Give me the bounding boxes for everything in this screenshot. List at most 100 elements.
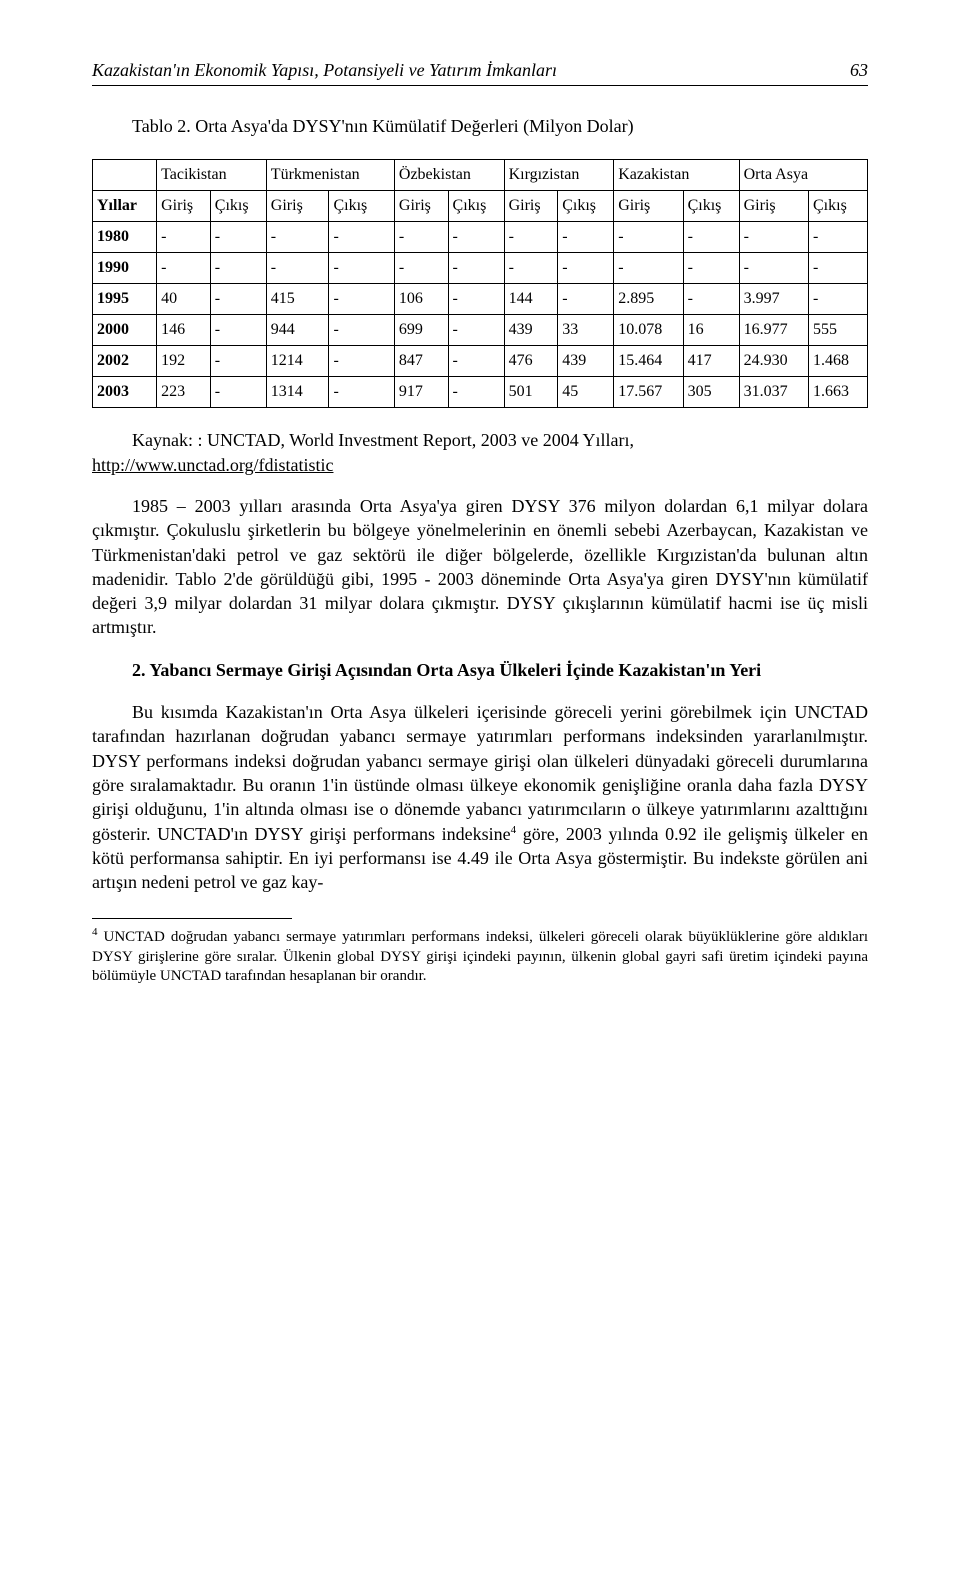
data-cell: - (210, 284, 266, 315)
data-cell: - (809, 222, 868, 253)
table-row: 1990------------ (93, 253, 868, 284)
data-cell: 40 (157, 284, 211, 315)
section-title-text: 2. Yabancı Sermaye Girişi Açısından Orta… (132, 660, 761, 680)
paragraph-2: Bu kısımda Kazakistan'ın Orta Asya ülkel… (92, 700, 868, 894)
data-cell: 10.078 (614, 315, 683, 346)
data-cell: - (504, 222, 558, 253)
data-table: Tacikistan Türkmenistan Özbekistan Kırgı… (92, 159, 868, 408)
footnote-body: UNCTAD doğrudan yabancı sermaye yatırıml… (92, 929, 868, 984)
data-cell: 699 (394, 315, 448, 346)
subhead: Giriş (739, 191, 808, 222)
data-cell: - (329, 253, 394, 284)
subhead: Çıkış (329, 191, 394, 222)
data-cell: - (448, 377, 504, 408)
year-cell: 1980 (93, 222, 157, 253)
data-cell: - (448, 284, 504, 315)
data-cell: - (394, 253, 448, 284)
year-cell: 2000 (93, 315, 157, 346)
data-cell: 439 (558, 346, 614, 377)
data-cell: 33 (558, 315, 614, 346)
source-url: http://www.unctad.org/fdistatistic (92, 455, 868, 476)
table-row: 2002192-1214-847-47643915.46441724.9301.… (93, 346, 868, 377)
data-cell: 1.468 (809, 346, 868, 377)
subhead: Çıkış (210, 191, 266, 222)
source-line: Kaynak: : UNCTAD, World Investment Repor… (92, 430, 868, 451)
data-cell: - (614, 222, 683, 253)
para2-part-a: Bu kısımda Kazakistan'ın Orta Asya ülkel… (92, 702, 868, 843)
data-cell: - (266, 253, 329, 284)
data-cell: 192 (157, 346, 211, 377)
data-cell: 31.037 (739, 377, 808, 408)
table-row: 199540-415-106-144-2.895-3.997- (93, 284, 868, 315)
paragraph-1: 1985 – 2003 yılları arasında Orta Asya'y… (92, 494, 868, 640)
data-cell: 1314 (266, 377, 329, 408)
data-cell: 17.567 (614, 377, 683, 408)
year-cell: 2003 (93, 377, 157, 408)
subhead: Giriş (157, 191, 211, 222)
data-cell: - (683, 222, 739, 253)
data-cell: - (504, 253, 558, 284)
data-cell: - (210, 346, 266, 377)
data-cell: - (683, 253, 739, 284)
data-cell: 501 (504, 377, 558, 408)
data-cell: - (394, 222, 448, 253)
footnote-rule (92, 918, 292, 919)
data-cell: 305 (683, 377, 739, 408)
table-row: 1980------------ (93, 222, 868, 253)
data-cell: - (614, 253, 683, 284)
table-country-row: Tacikistan Türkmenistan Özbekistan Kırgı… (93, 160, 868, 191)
table-caption: Tablo 2. Orta Asya'da DYSY'nın Kümülatif… (92, 116, 868, 137)
data-cell: - (157, 253, 211, 284)
data-cell: - (266, 222, 329, 253)
col-country: Orta Asya (739, 160, 867, 191)
data-cell: 439 (504, 315, 558, 346)
col-country: Kırgızistan (504, 160, 614, 191)
data-cell: - (683, 284, 739, 315)
data-cell: 847 (394, 346, 448, 377)
data-cell: - (329, 284, 394, 315)
col-country: Kazakistan (614, 160, 739, 191)
data-cell: - (448, 346, 504, 377)
data-cell: 223 (157, 377, 211, 408)
subhead: Çıkış (448, 191, 504, 222)
data-cell: 16 (683, 315, 739, 346)
subhead: Giriş (614, 191, 683, 222)
data-cell: - (157, 222, 211, 253)
footnote-text: 4 UNCTAD doğrudan yabancı sermaye yatırı… (92, 925, 868, 987)
subhead: Giriş (266, 191, 329, 222)
data-cell: - (329, 315, 394, 346)
data-cell: - (809, 284, 868, 315)
header-title: Kazakistan'ın Ekonomik Yapısı, Potansiye… (92, 60, 557, 81)
year-cell: 1995 (93, 284, 157, 315)
data-cell: - (210, 377, 266, 408)
col-country: Özbekistan (394, 160, 504, 191)
table-row: 2003223-1314-917-5014517.56730531.0371.6… (93, 377, 868, 408)
year-cell: 2002 (93, 346, 157, 377)
data-cell: - (448, 253, 504, 284)
data-cell: 555 (809, 315, 868, 346)
data-cell: 106 (394, 284, 448, 315)
data-cell: 917 (394, 377, 448, 408)
data-cell: - (329, 377, 394, 408)
subhead: Giriş (394, 191, 448, 222)
data-cell: 415 (266, 284, 329, 315)
year-cell: 1990 (93, 253, 157, 284)
data-cell: - (329, 346, 394, 377)
data-cell: 3.997 (739, 284, 808, 315)
page-number: 63 (850, 60, 868, 81)
data-cell: 15.464 (614, 346, 683, 377)
data-cell: - (329, 222, 394, 253)
subhead: Çıkış (809, 191, 868, 222)
data-cell: - (558, 253, 614, 284)
data-cell: 45 (558, 377, 614, 408)
section-heading: 2. Yabancı Sermaye Girişi Açısından Orta… (92, 658, 868, 682)
data-cell: 944 (266, 315, 329, 346)
data-cell: - (448, 222, 504, 253)
data-cell: - (210, 253, 266, 284)
running-header: Kazakistan'ın Ekonomik Yapısı, Potansiye… (92, 60, 868, 81)
col-country: Tacikistan (157, 160, 267, 191)
table-body: 1980------------1990------------199540-4… (93, 222, 868, 408)
data-cell: - (210, 222, 266, 253)
table-row: 2000146-944-699-4393310.0781616.977555 (93, 315, 868, 346)
data-cell: 146 (157, 315, 211, 346)
